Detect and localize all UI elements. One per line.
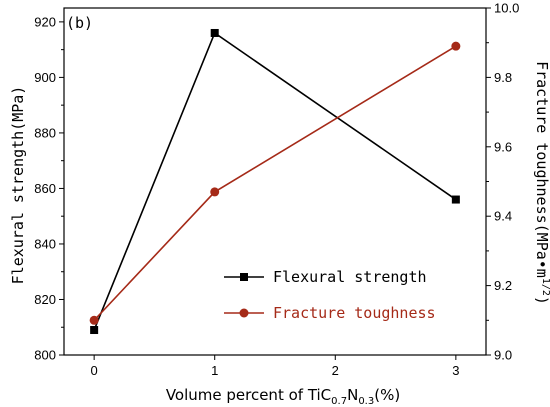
legend: Flexural strength Fracture toughness bbox=[224, 268, 436, 322]
panel-label: (b) bbox=[66, 14, 93, 32]
y-left-tick-label: 880 bbox=[34, 125, 56, 140]
x-axis-title: Volume percent of TiC0.7N0.3(%) bbox=[166, 386, 400, 407]
x-tick-label: 0 bbox=[91, 363, 98, 378]
y-right-tick-label: 10.0 bbox=[494, 1, 519, 16]
data-point-flexural-strength bbox=[451, 195, 460, 204]
legend-marker-fracture bbox=[239, 308, 249, 318]
y-left-tick-label: 840 bbox=[34, 236, 56, 251]
y-right-title-suffix: ) bbox=[533, 296, 550, 305]
y-left-tick-label: 800 bbox=[34, 348, 56, 363]
x-axis-title-sub1: 0.7 bbox=[331, 396, 347, 407]
data-point-flexural-strength bbox=[90, 326, 99, 335]
plot-frame bbox=[63, 7, 487, 356]
x-axis-title-prefix: Volume percent of TiC bbox=[166, 386, 331, 404]
data-point-fracture-toughness bbox=[89, 315, 99, 325]
y-right-tick-label: 9.6 bbox=[494, 139, 512, 154]
x-axis-title-sub2: 0.3 bbox=[358, 396, 374, 407]
y-right-tick-label: 9.4 bbox=[494, 209, 512, 224]
y-right-title-exp: 1/2 bbox=[540, 278, 550, 296]
y-right-title-m: m bbox=[533, 269, 550, 278]
x-tick-label: 1 bbox=[211, 363, 218, 378]
legend-label-flexural: Flexural strength bbox=[273, 268, 427, 286]
y-left-axis-title: Flexural strength(MPa) bbox=[9, 86, 27, 285]
data-point-fracture-toughness bbox=[210, 187, 220, 197]
axes-layer: 0 1 2 3 800 820 840 860 880 900 920 9.0 9.2 9.4 9.6 9.8… bbox=[34, 1, 519, 379]
x-tick-label: 3 bbox=[452, 363, 459, 378]
y-left-tick-label: 900 bbox=[34, 70, 56, 85]
x-axis-title-mid: N bbox=[347, 386, 358, 404]
y-right-tick-label: 9.0 bbox=[494, 348, 512, 363]
y-left-tick-label: 860 bbox=[34, 181, 56, 196]
y-right-title-sep: • bbox=[533, 260, 550, 269]
y-right-axis-title: Fracture toughness(MPa•m1/2) bbox=[533, 61, 550, 305]
legend-label-fracture: Fracture toughness bbox=[273, 304, 436, 322]
x-axis-title-suffix: (%) bbox=[374, 386, 400, 404]
y-right-title-prefix: Fracture toughness(MPa bbox=[533, 61, 550, 260]
y-right-tick-label: 9.2 bbox=[494, 278, 512, 293]
legend-marker-flexural bbox=[240, 273, 248, 281]
y-left-tick-label: 920 bbox=[34, 14, 56, 29]
data-point-flexural-strength bbox=[210, 28, 219, 37]
series-layer bbox=[89, 28, 461, 335]
x-tick-label: 2 bbox=[332, 363, 339, 378]
data-point-fracture-toughness bbox=[451, 41, 461, 51]
y-right-tick-label: 9.8 bbox=[494, 70, 512, 85]
y-left-tick-label: 820 bbox=[34, 292, 56, 307]
